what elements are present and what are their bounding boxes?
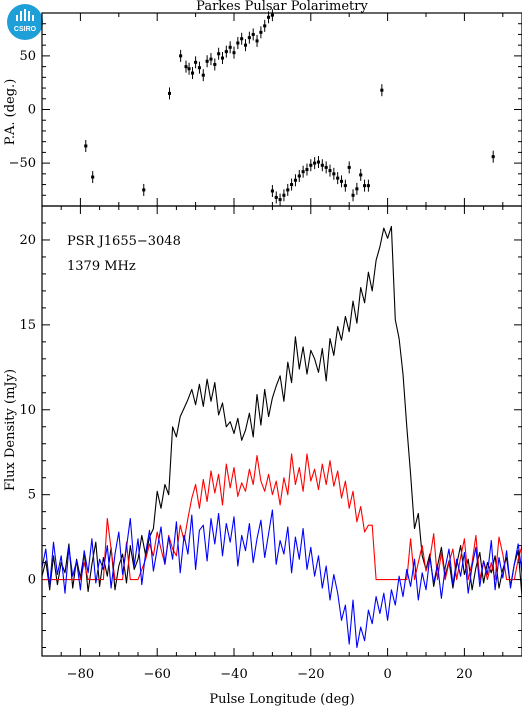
- pa-data-point: [247, 31, 251, 44]
- pa-data-point: [236, 37, 240, 50]
- pa-data-point: [270, 9, 274, 22]
- pa-data-point: [297, 169, 301, 182]
- pa-data-point: [263, 19, 267, 32]
- pa-y-tick-label: 0: [28, 103, 36, 118]
- pa-data-point: [217, 47, 221, 60]
- pa-data-point: [363, 179, 367, 192]
- pa-axis-label: P.A. (deg.): [3, 79, 18, 146]
- pa-data-point: [301, 165, 305, 178]
- csiro-logo: CSIRO: [7, 4, 43, 40]
- pa-data-point: [274, 191, 278, 204]
- frequency-annotation: 1379 MHz: [67, 259, 136, 274]
- pa-data-point: [351, 189, 355, 202]
- pa-data-point: [167, 87, 171, 100]
- pa-data-point: [228, 41, 232, 54]
- pa-data-point: [240, 32, 244, 45]
- flux-axis-ticks: −80 −60 −40 −20 0 20 0 5 10 15 20: [19, 206, 522, 682]
- pa-data-point: [305, 163, 309, 176]
- pulsar-name-annotation: PSR J1655−3048: [67, 234, 181, 249]
- pa-data-point: [201, 69, 205, 82]
- pa-data-point: [332, 167, 336, 180]
- total-intensity-line: [41, 225, 522, 597]
- csiro-logo-circle: [7, 4, 43, 40]
- pa-data-point: [328, 164, 332, 177]
- pa-data-point: [179, 49, 183, 62]
- pa-data-point: [224, 45, 228, 58]
- flux-y-tick-label: 20: [19, 233, 36, 248]
- pa-data-point: [220, 52, 224, 65]
- flux-y-tick-label: 15: [19, 318, 36, 333]
- flux-x-tick-label: −60: [143, 667, 170, 682]
- pa-data-point: [251, 28, 255, 41]
- pa-data-point: [91, 171, 95, 184]
- pa-data-point: [347, 161, 351, 174]
- pa-data-point: [191, 67, 195, 80]
- pa-data-point: [293, 174, 297, 187]
- pa-data-point: [366, 179, 370, 192]
- pa-data-point: [313, 157, 317, 170]
- pa-data-points: [84, 9, 495, 206]
- pa-data-point: [194, 56, 198, 69]
- pa-data-point: [359, 168, 363, 181]
- pa-data-point: [209, 53, 213, 66]
- pa-panel: −50 0 50: [9, 9, 522, 207]
- flux-x-tick-label: 20: [456, 667, 473, 682]
- pa-data-point: [255, 34, 259, 47]
- pa-data-point: [187, 62, 191, 75]
- flux-y-tick-label: 0: [28, 573, 36, 588]
- pa-data-point: [286, 183, 290, 196]
- pa-panel-frame: [41, 12, 522, 207]
- pa-data-point: [343, 179, 347, 192]
- pa-data-point: [316, 156, 320, 169]
- flux-series: [41, 225, 522, 649]
- flux-x-tick-label: −20: [297, 667, 324, 682]
- flux-axis-label: Flux Density (mJy): [3, 369, 18, 491]
- linear-polarization-line: [42, 453, 522, 581]
- flux-y-tick-label: 5: [28, 488, 36, 503]
- pa-data-point: [184, 60, 188, 73]
- pa-data-point: [142, 183, 146, 196]
- pa-axis-ticks: −50 0 50: [9, 13, 522, 206]
- csiro-logo-text: CSIRO: [14, 26, 37, 33]
- flux-x-tick-label: −40: [220, 667, 247, 682]
- pa-data-point: [84, 139, 88, 152]
- pa-data-point: [282, 189, 286, 202]
- pa-y-tick-label: −50: [9, 156, 36, 171]
- flux-panel: −80 −60 −40 −20 0 20 0 5 10 15 20: [19, 205, 522, 682]
- circular-polarization-line: [41, 509, 522, 649]
- csiro-logo-bars-icon: [16, 9, 34, 21]
- pa-data-point: [232, 46, 236, 59]
- pa-data-point: [197, 61, 201, 74]
- pa-data-point: [259, 26, 263, 39]
- chart-title: Parkes Pulsar Polarimetry: [196, 0, 368, 14]
- flux-y-tick-label: 10: [19, 403, 36, 418]
- pa-data-point: [380, 84, 384, 97]
- flux-panel-frame: [41, 205, 522, 657]
- flux-x-tick-label: −80: [67, 667, 94, 682]
- pa-y-tick-label: 50: [19, 49, 36, 64]
- x-axis-label: Pulse Longitude (deg): [209, 692, 354, 707]
- pa-data-point: [270, 184, 274, 197]
- pa-data-point: [324, 161, 328, 174]
- pa-data-point: [205, 55, 209, 68]
- pa-data-point: [278, 193, 282, 206]
- pa-data-point: [309, 159, 313, 172]
- pa-data-point: [336, 172, 340, 185]
- pa-data-point: [244, 39, 248, 52]
- pa-data-point: [491, 150, 495, 163]
- pa-data-point: [355, 182, 359, 195]
- flux-x-tick-label: 0: [383, 667, 391, 682]
- pa-data-point: [290, 178, 294, 191]
- pa-data-point: [340, 175, 344, 188]
- pa-data-point: [320, 159, 324, 172]
- pa-data-point: [213, 58, 217, 71]
